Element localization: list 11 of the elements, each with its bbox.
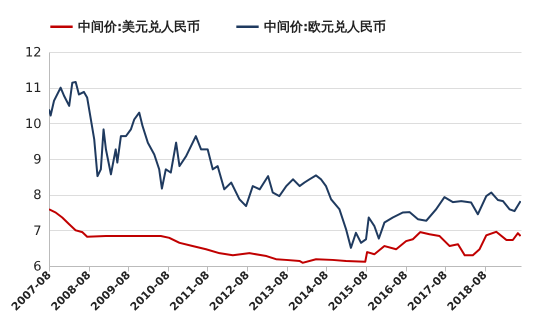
y-tick-label: 9	[33, 152, 42, 168]
y-tick-label: 12	[24, 46, 42, 60]
y-tick-label: 8	[33, 188, 42, 204]
line-series	[49, 80, 521, 249]
legend-label: 中间价:欧元兑人民币	[264, 18, 386, 35]
line-series	[49, 208, 521, 264]
y-tick-label: 7	[33, 224, 42, 239]
legend-label: 中间价:美元兑人民币	[78, 18, 200, 35]
y-tick-label: 6	[33, 260, 42, 274]
y-tick-label: 11	[24, 81, 42, 96]
y-tick-label: 10	[24, 116, 42, 132]
